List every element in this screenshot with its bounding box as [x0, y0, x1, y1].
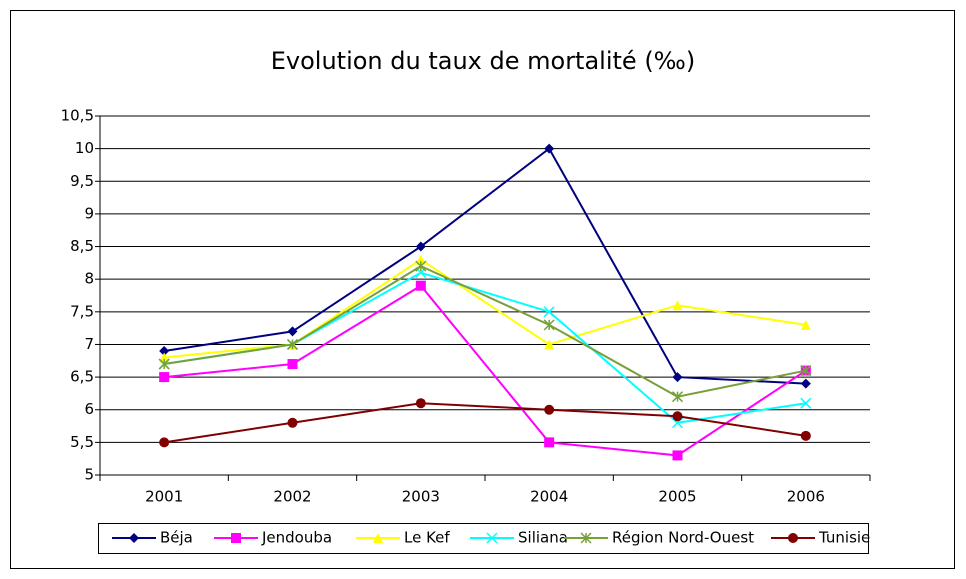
y-tick-label: 10,5: [61, 107, 94, 125]
legend-marker: [373, 533, 383, 543]
series-line: [164, 264, 807, 398]
marker: [671, 391, 684, 403]
legend-marker: [129, 533, 139, 543]
marker: [159, 372, 170, 383]
marker: [158, 358, 170, 370]
x-tick-label: 2002: [273, 488, 311, 506]
x-tick-label: 2006: [787, 488, 825, 506]
chart-frame: [10, 10, 955, 569]
marker: [672, 372, 683, 383]
marker: [415, 280, 426, 291]
marker: [800, 319, 811, 330]
marker: [544, 143, 555, 154]
marker: [544, 339, 555, 350]
x-tick-label: 2004: [530, 488, 568, 506]
marker: [415, 398, 426, 409]
marker: [672, 450, 683, 461]
marker: [286, 338, 299, 350]
y-tick-label: 8: [84, 270, 94, 288]
marker: [415, 254, 426, 265]
marker: [800, 397, 812, 409]
y-tick-label: 7,5: [70, 302, 94, 320]
marker: [159, 345, 170, 356]
marker: [800, 430, 811, 441]
marker: [159, 437, 170, 448]
marker: [543, 306, 555, 318]
legend-marker: [486, 532, 498, 544]
chart-title: Evolution du taux de mortalité (‰): [271, 47, 696, 75]
marker: [415, 260, 427, 272]
legend-label: Jendouba: [261, 529, 332, 547]
x-tick-label: 2003: [402, 488, 440, 506]
legend-label: Béja: [160, 529, 193, 547]
legend-marker: [231, 533, 241, 543]
series-line: [164, 284, 807, 457]
marker: [544, 404, 555, 415]
y-tick-label: 7: [84, 335, 94, 353]
legend-label: Siliana: [518, 529, 568, 547]
y-tick-label: 9,5: [70, 172, 94, 190]
legend-marker: [788, 533, 798, 543]
legend-marker: [580, 532, 592, 544]
y-tick-label: 8,5: [70, 237, 94, 255]
y-tick-label: 6,5: [70, 368, 94, 386]
y-tick-label: 5: [84, 466, 94, 484]
marker: [159, 352, 170, 363]
y-tick-label: 6: [84, 400, 94, 418]
legend-label: Tunisie: [818, 529, 870, 547]
y-tick-label: 9: [84, 204, 94, 222]
y-tick-label: 10: [75, 139, 94, 157]
marker: [287, 326, 298, 337]
marker: [287, 417, 298, 428]
marker: [415, 241, 426, 252]
series-line: [164, 258, 806, 359]
marker: [800, 365, 812, 377]
series-line: [164, 147, 806, 385]
y-tick-label: 5,5: [70, 433, 94, 451]
legend-label: Région Nord-Ouest: [612, 529, 754, 547]
marker: [800, 378, 811, 389]
marker: [543, 319, 555, 331]
marker: [544, 437, 555, 448]
legend-label: Le Kef: [404, 529, 450, 547]
x-tick-label: 2001: [145, 488, 183, 506]
marker: [672, 300, 683, 311]
x-tick-label: 2005: [658, 488, 696, 506]
marker: [287, 359, 298, 370]
marker: [672, 411, 683, 422]
series-line: [164, 402, 806, 444]
